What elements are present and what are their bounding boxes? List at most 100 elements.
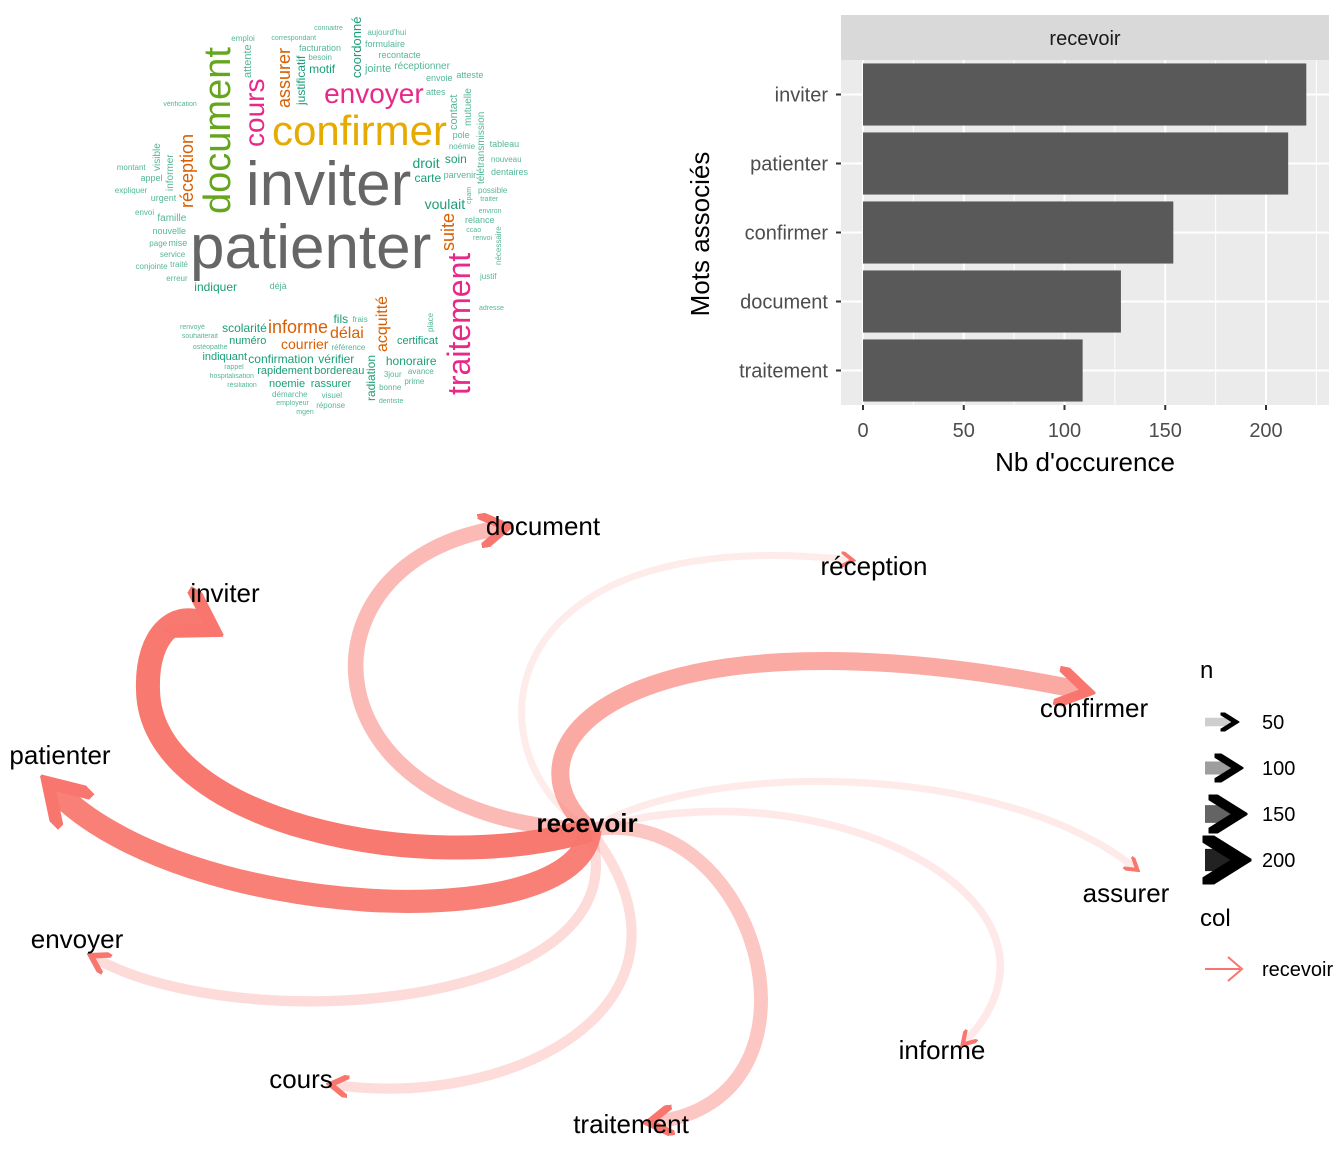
wordcloud-word: page xyxy=(149,239,168,249)
node-label-informe: informe xyxy=(899,1035,986,1065)
wordcloud-word: nouveau xyxy=(490,154,522,164)
wordcloud-word: pole xyxy=(452,129,470,140)
wordcloud-word: conjointe xyxy=(135,262,168,272)
wordcloud-word: service xyxy=(159,249,186,259)
wordcloud-word: adresse xyxy=(479,305,504,313)
y-axis-title: Mots associés xyxy=(685,152,715,317)
wordcloud-word: recontacte xyxy=(378,49,421,60)
facet-strip-label: recevoir xyxy=(1049,28,1120,50)
wordcloud-word: réponse xyxy=(316,401,346,411)
x-tick-label: 200 xyxy=(1249,420,1282,442)
node-label-patienter: patienter xyxy=(9,740,111,770)
wordcloud-word: urgent xyxy=(150,193,177,204)
wordcloud-word: noémie xyxy=(448,141,476,151)
wordcloud-word: honoraire xyxy=(385,353,437,368)
wordcloud-word: vérification xyxy=(163,100,197,108)
wordcloud-word: patienter xyxy=(190,213,432,283)
wordcloud-word: démarche xyxy=(272,389,308,399)
legend-col-label: recevoir xyxy=(1262,959,1333,981)
wordcloud-word: 3jour xyxy=(383,370,402,380)
wordcloud-word: voulait xyxy=(424,196,466,213)
wordcloud-word: soin xyxy=(444,151,467,166)
wordcloud-word: réceptionner xyxy=(394,60,450,72)
wordcloud-word: avance xyxy=(407,367,434,377)
wordcloud-word: mise xyxy=(168,238,188,249)
legend-n-label: 200 xyxy=(1262,850,1295,872)
bar-chart: recevoir inviter patienter confirmer docume… xyxy=(685,15,1329,477)
wordcloud-word: mgen xyxy=(296,409,314,417)
wordcloud-word: famille xyxy=(157,212,187,224)
wordcloud-word: connaitre xyxy=(314,25,343,33)
wordcloud-word: certificat xyxy=(397,334,438,347)
wordcloud-word: numéro xyxy=(229,335,267,348)
wordcloud-word: visuel xyxy=(321,390,343,400)
wordcloud-word: emploi xyxy=(231,33,255,43)
x-tick-label: 50 xyxy=(953,420,975,442)
bar-inviter xyxy=(863,63,1307,126)
edge-recevoir-informe xyxy=(588,807,1005,1042)
wordcloud-word: déjà xyxy=(269,280,287,291)
y-tick-label: confirmer xyxy=(745,223,829,245)
bar-confirmer xyxy=(863,201,1174,264)
edge-recevoir-inviter xyxy=(135,620,594,860)
wordcloud-word: indiquer xyxy=(194,279,237,294)
wordcloud-word: parvenir xyxy=(443,170,477,181)
wordcloud-word: courrier xyxy=(281,336,329,353)
node-label-cours: cours xyxy=(269,1064,333,1094)
wordcloud-word: nouvelle xyxy=(152,226,187,237)
node-label-inviter: inviter xyxy=(190,578,260,608)
node-label-assurer: assurer xyxy=(1083,878,1170,908)
wordcloud-word: indiquant xyxy=(202,350,248,363)
facet-strip xyxy=(841,15,1329,60)
bar-patienter xyxy=(863,132,1289,195)
node-label-confirmer: confirmer xyxy=(1040,693,1149,723)
y-tick-label: traitement xyxy=(739,361,828,383)
wordcloud-word: renvoi xyxy=(473,235,493,243)
x-tick-label: 0 xyxy=(857,420,868,442)
wordcloud-word: expliquer xyxy=(114,185,148,195)
edge-recevoir-confirmer xyxy=(551,652,1080,837)
wordcloud-word: traité xyxy=(170,260,188,270)
wordcloud-word: prime xyxy=(404,376,425,386)
wordcloud-word: justif xyxy=(480,272,497,282)
wordcloud-word: formulaire xyxy=(364,39,405,50)
wordcloud-word: possible xyxy=(478,185,508,195)
wordcloud-word: envoie xyxy=(425,73,453,84)
edge-recevoir-patienter xyxy=(55,790,602,913)
wordcloud-word: fils xyxy=(333,312,349,327)
edge-recevoir-réception xyxy=(518,556,850,833)
wordcloud-word: envoyer xyxy=(324,77,424,109)
wordcloud-word: noemie xyxy=(269,377,306,390)
edge-recevoir-envoyer xyxy=(95,828,602,1007)
edge-recevoir-traitement xyxy=(588,821,768,1122)
node-label-réception: réception xyxy=(821,551,928,581)
y-tick-label: patienter xyxy=(750,154,828,176)
legend-n-title: n xyxy=(1200,657,1213,684)
wordcloud-word: inviter xyxy=(245,149,412,219)
wordcloud-word: scolarité xyxy=(222,321,267,336)
wordcloud-word: appel xyxy=(140,172,163,183)
wordcloud-word: besoin xyxy=(308,52,332,62)
x-tick-label: 100 xyxy=(1048,420,1081,442)
wordcloud-word: environ xyxy=(478,207,502,215)
x-tick-label: 150 xyxy=(1149,420,1182,442)
legend-n-label: 50 xyxy=(1262,712,1284,734)
wordcloud-word: jointe xyxy=(364,62,392,75)
wordcloud-word: confirmation xyxy=(248,352,314,366)
wordcloud-word: renvoyé xyxy=(180,324,205,332)
wordcloud-word: bonne xyxy=(379,382,402,392)
edge-recevoir-cours xyxy=(335,826,637,1089)
wordcloud-word: confirmer xyxy=(271,106,448,154)
wordcloud-word: motif xyxy=(309,62,336,77)
wordcloud-word: vérifier xyxy=(318,352,355,366)
bar-document xyxy=(863,270,1121,333)
legend-n-label: 150 xyxy=(1262,804,1295,826)
wordcloud-word: montant xyxy=(116,163,146,173)
edge-recevoir-document xyxy=(347,528,591,838)
legend-col-title: col xyxy=(1200,905,1231,932)
wordcloud-word: délai xyxy=(330,325,364,343)
wordcloud-word: traiter xyxy=(480,196,499,204)
wordcloud-word: bordereau xyxy=(314,365,365,378)
wordcloud-word: tableau xyxy=(489,138,520,149)
